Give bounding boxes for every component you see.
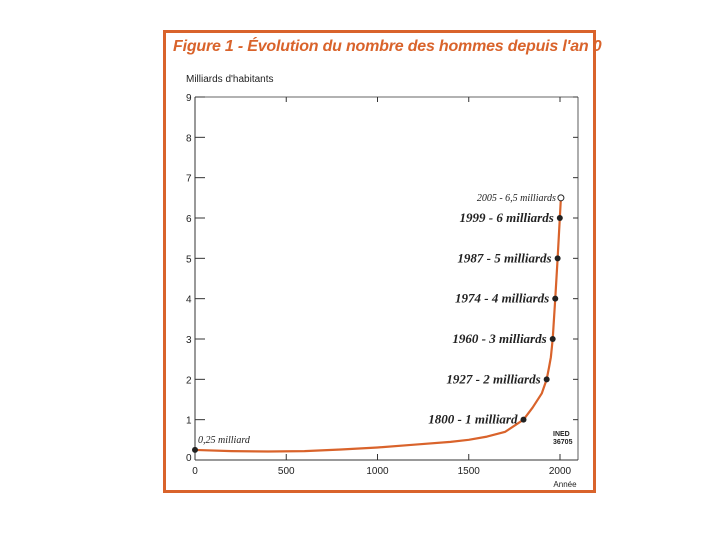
population-curve [193, 196, 563, 453]
milestone-marker [556, 215, 563, 221]
y-axis-label: Milliards d'habitants [186, 74, 274, 85]
milestone-label: 1999 - 6 milliards [460, 210, 554, 225]
milestone-label: 1960 - 3 milliards [452, 331, 546, 346]
source-line-2: 36705 [553, 439, 573, 446]
milestone-label: 2005 - 6,5 milliards [477, 193, 556, 204]
x-tick-label: 0 [192, 466, 198, 477]
y-tick-label: 9 [186, 93, 192, 104]
y-tick-label: 7 [186, 174, 192, 185]
y-tick-label: 8 [186, 133, 192, 144]
y-tick-label: 0 [186, 453, 192, 464]
milestone-marker-open [557, 194, 565, 202]
source-line-1: INED [553, 431, 570, 438]
milestone-label: 0,25 milliard [198, 435, 251, 446]
x-axis-title: Année [553, 480, 577, 489]
chart-title: Figure 1 - Évolution du nombre des homme… [173, 38, 602, 55]
source-note: INED 36705 [553, 431, 572, 447]
milestone-marker [520, 416, 527, 423]
milestone-label: 1974 - 4 milliards [455, 291, 549, 306]
milestone-label: 1800 - 1 milliard [428, 412, 518, 427]
milestone-marker [554, 255, 561, 262]
milestone-label: 1987 - 5 milliards [457, 250, 551, 265]
y-tick-label: 1 [186, 416, 192, 427]
milestone-marker [549, 336, 556, 342]
y-tick-label: 6 [186, 214, 192, 225]
y-tick-label: 3 [186, 335, 192, 346]
milestone-marker [552, 295, 559, 302]
milestone-marker [192, 446, 198, 453]
x-tick-label: 500 [278, 466, 295, 477]
x-tick-label: 2000 [549, 466, 572, 477]
x-tick-label: 1000 [366, 466, 389, 477]
figure-frame [163, 30, 596, 493]
y-tick-label: 4 [186, 295, 192, 306]
y-tick-label: 5 [186, 254, 192, 265]
x-tick-label: 1500 [458, 466, 481, 477]
milestone-marker [543, 376, 550, 383]
y-tick-label: 2 [186, 375, 192, 386]
milestone-label: 1927 - 2 milliards [446, 371, 540, 386]
